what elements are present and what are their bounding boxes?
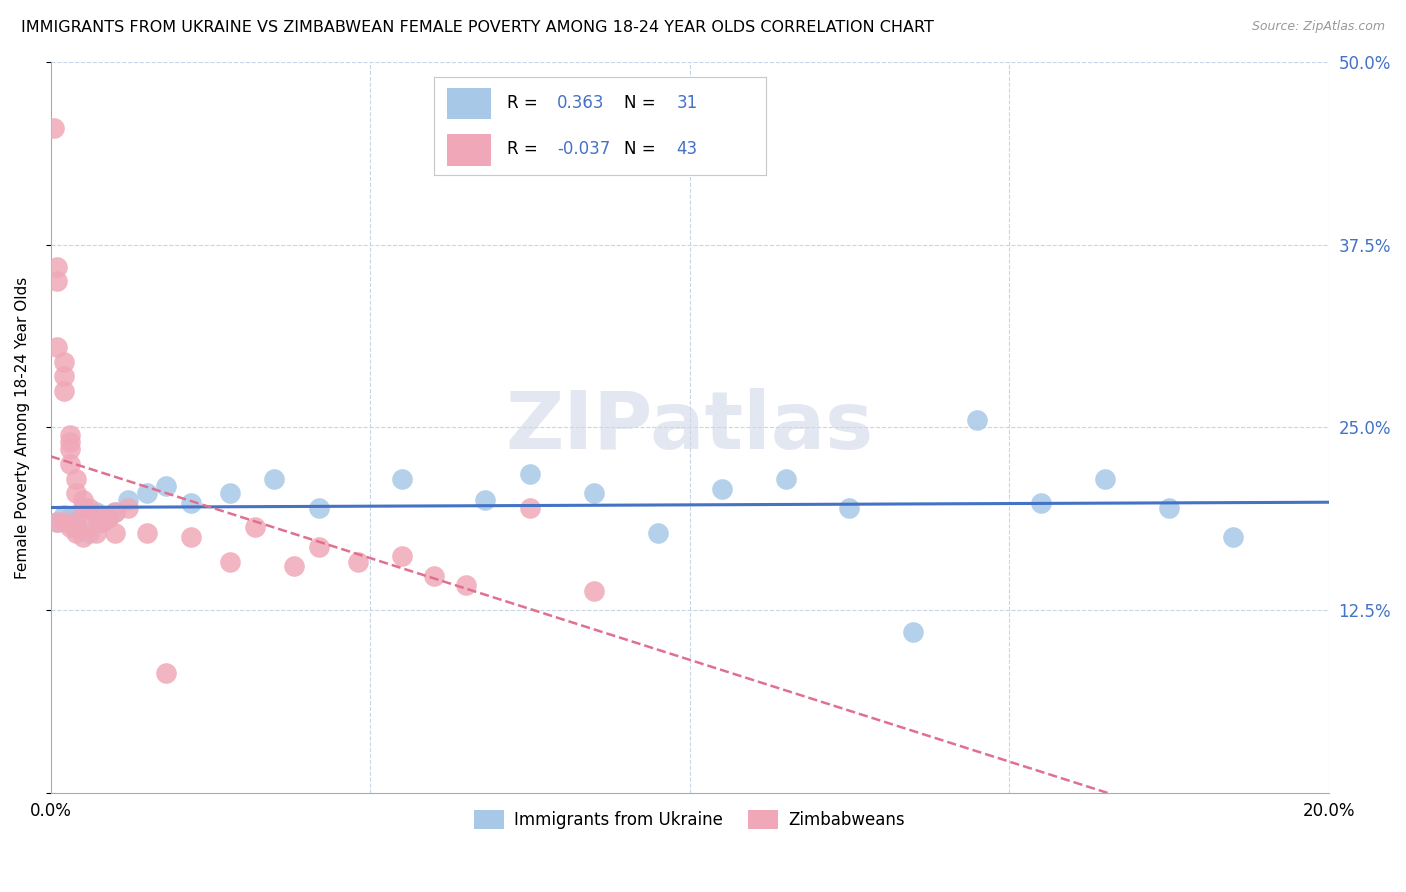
Point — [77, 525, 100, 540]
Point — [775, 471, 797, 485]
Point — [65, 471, 87, 485]
Text: ZIPatlas: ZIPatlas — [506, 388, 875, 467]
Point — [52, 384, 75, 398]
Point — [1031, 496, 1053, 510]
Point — [59, 442, 82, 457]
Point — [59, 435, 82, 450]
Y-axis label: Female Poverty Among 18-24 Year Olds: Female Poverty Among 18-24 Year Olds — [15, 277, 30, 579]
Point — [391, 549, 413, 563]
Point — [46, 340, 69, 354]
Point — [582, 486, 605, 500]
Point — [65, 525, 87, 540]
Point — [46, 260, 69, 274]
Point — [423, 569, 446, 583]
Point — [117, 500, 139, 515]
Point — [52, 508, 75, 522]
Point — [97, 511, 120, 525]
Point — [519, 467, 541, 482]
Point — [46, 274, 69, 288]
Point — [72, 500, 94, 515]
Point — [263, 471, 285, 485]
Point — [91, 516, 114, 530]
Point — [46, 516, 69, 530]
Text: IMMIGRANTS FROM UKRAINE VS ZIMBABWEAN FEMALE POVERTY AMONG 18-24 YEAR OLDS CORRE: IMMIGRANTS FROM UKRAINE VS ZIMBABWEAN FE… — [21, 20, 934, 35]
Point — [72, 500, 94, 515]
Point — [65, 486, 87, 500]
Point — [180, 496, 202, 510]
Point — [456, 578, 478, 592]
Point — [308, 540, 330, 554]
Point — [84, 505, 107, 519]
Point — [59, 511, 82, 525]
Point — [218, 555, 240, 569]
Point — [155, 479, 177, 493]
Point — [710, 482, 733, 496]
Point — [245, 520, 267, 534]
Point — [65, 520, 87, 534]
Point — [104, 505, 127, 519]
Point — [308, 500, 330, 515]
Point — [117, 493, 139, 508]
Legend: Immigrants from Ukraine, Zimbabweans: Immigrants from Ukraine, Zimbabweans — [468, 803, 911, 836]
Point — [135, 525, 157, 540]
Point — [218, 486, 240, 500]
Point — [283, 559, 305, 574]
Point — [647, 525, 669, 540]
Point — [582, 584, 605, 599]
Point — [135, 486, 157, 500]
Point — [966, 413, 988, 427]
Point — [1157, 500, 1180, 515]
Point — [72, 493, 94, 508]
Point — [903, 624, 925, 639]
Point — [104, 505, 127, 519]
Point — [838, 500, 860, 515]
Point — [104, 525, 127, 540]
Point — [59, 520, 82, 534]
Point — [180, 530, 202, 544]
Point — [346, 555, 368, 569]
Point — [77, 500, 100, 515]
Point — [59, 457, 82, 471]
Point — [84, 525, 107, 540]
Point — [52, 354, 75, 368]
Point — [391, 471, 413, 485]
Point — [77, 520, 100, 534]
Text: Source: ZipAtlas.com: Source: ZipAtlas.com — [1251, 20, 1385, 33]
Point — [42, 120, 65, 135]
Point — [91, 516, 114, 530]
Point — [1094, 471, 1116, 485]
Point — [59, 427, 82, 442]
Point — [72, 530, 94, 544]
Point — [52, 516, 75, 530]
Point — [84, 508, 107, 522]
Point — [97, 511, 120, 525]
Point — [52, 369, 75, 384]
Point — [1222, 530, 1244, 544]
Point — [474, 493, 496, 508]
Point — [65, 516, 87, 530]
Point — [46, 516, 69, 530]
Point — [519, 500, 541, 515]
Point — [155, 665, 177, 680]
